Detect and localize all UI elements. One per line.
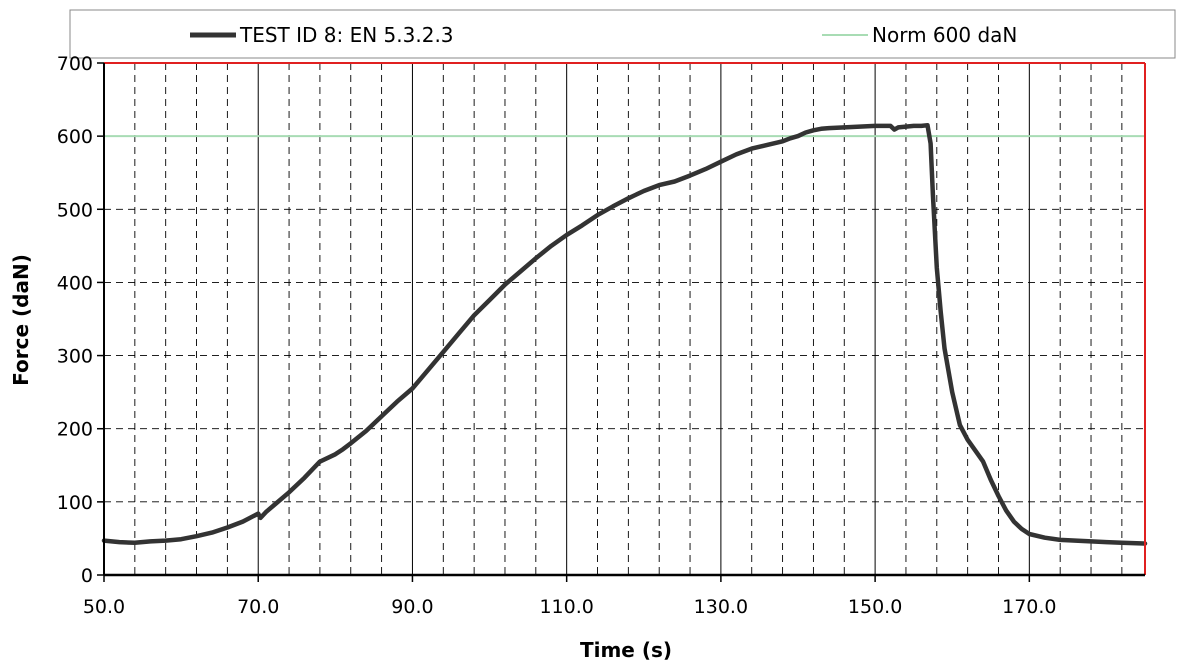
legend-label-norm: Norm 600 daN — [872, 23, 1017, 47]
y-tick-label: 300 — [57, 346, 93, 368]
x-tick-label: 70.0 — [237, 596, 279, 618]
x-axis-title: Time (s) — [580, 638, 672, 662]
y-tick-label: 600 — [57, 126, 93, 148]
y-tick-label: 200 — [57, 419, 93, 441]
legend-label-test: TEST ID 8: EN 5.3.2.3 — [239, 23, 454, 47]
x-tick-label: 170.0 — [1002, 596, 1056, 618]
y-axis-ticks: 0 100 200 300 400 500 600 700 — [57, 53, 104, 587]
y-tick-label: 100 — [57, 492, 93, 514]
x-tick-label: 110.0 — [539, 596, 593, 618]
series-line-test — [101, 122, 1148, 546]
x-tick-label: 130.0 — [694, 596, 748, 618]
legend: TEST ID 8: EN 5.3.2.3 Norm 600 daN — [69, 9, 1176, 59]
legend-box — [69, 9, 1176, 59]
y-tick-label: 500 — [57, 199, 93, 221]
y-tick-label: 700 — [57, 53, 93, 75]
plot-frame — [103, 62, 1146, 577]
y-tick-label: 0 — [81, 565, 93, 587]
x-axis-ticks: 50.0 70.0 90.0 110.0 130.0 150.0 170.0 — [83, 575, 1057, 618]
x-tick-label: 150.0 — [848, 596, 902, 618]
y-tick-label: 400 — [57, 272, 93, 294]
x-tick-label: 50.0 — [83, 596, 125, 618]
y-axis-title: Force (daN) — [9, 254, 33, 386]
series-layer — [101, 122, 1148, 546]
x-tick-label: 90.0 — [391, 596, 433, 618]
grid — [104, 63, 1145, 575]
